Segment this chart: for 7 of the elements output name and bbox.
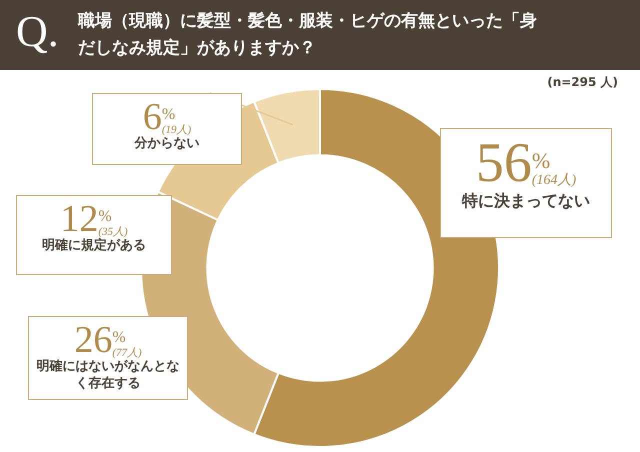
chart-title: 職場（現職）に髪型・髪色・服装・ヒゲの有無といった「身だしなみ規定」がありますか？ bbox=[78, 10, 538, 60]
text: Q. bbox=[16, 7, 59, 56]
slice-label: 明確に規定がある bbox=[41, 238, 147, 255]
slice-label: 明確にはないがなんとなく存在する bbox=[36, 359, 180, 393]
slice-label: 分からない bbox=[133, 136, 200, 153]
slice-label: 特に決まってない bbox=[460, 191, 591, 212]
text: (n=295 人) bbox=[547, 74, 618, 91]
